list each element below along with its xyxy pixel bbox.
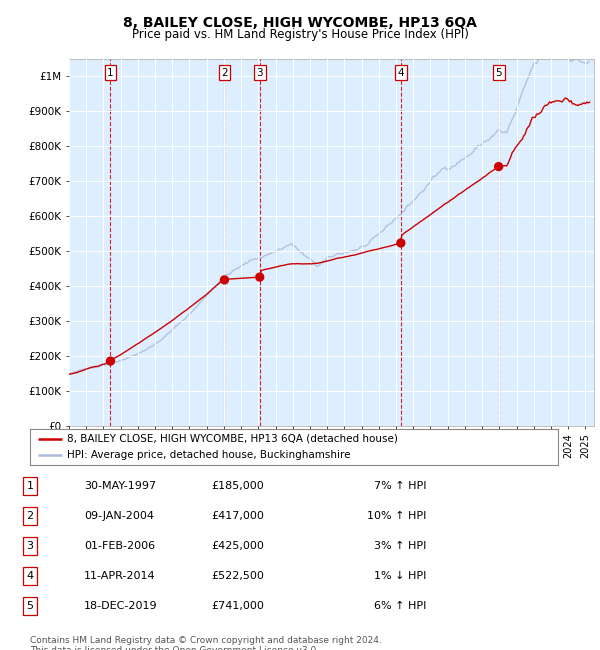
Point: [396, 238, 406, 248]
Point: [106, 356, 115, 366]
Text: 3% ↑ HPI: 3% ↑ HPI: [374, 541, 426, 551]
Text: 7% ↑ HPI: 7% ↑ HPI: [373, 481, 426, 491]
Text: 5: 5: [26, 601, 34, 611]
Text: 6% ↑ HPI: 6% ↑ HPI: [374, 601, 426, 611]
Text: 10% ↑ HPI: 10% ↑ HPI: [367, 511, 426, 521]
Text: 1: 1: [26, 481, 34, 491]
Text: 8, BAILEY CLOSE, HIGH WYCOMBE, HP13 6QA (detached house): 8, BAILEY CLOSE, HIGH WYCOMBE, HP13 6QA …: [67, 434, 398, 444]
Point: [255, 272, 265, 282]
Text: 4: 4: [26, 571, 34, 581]
Text: £522,500: £522,500: [211, 571, 264, 581]
Text: 5: 5: [496, 68, 502, 78]
Text: HPI: Average price, detached house, Buckinghamshire: HPI: Average price, detached house, Buck…: [67, 450, 350, 460]
Text: 4: 4: [398, 68, 404, 78]
Text: 18-DEC-2019: 18-DEC-2019: [84, 601, 158, 611]
Point: [220, 275, 229, 285]
Text: 3: 3: [256, 68, 263, 78]
Text: 1: 1: [107, 68, 114, 78]
Text: 11-APR-2014: 11-APR-2014: [84, 571, 155, 581]
Text: 3: 3: [26, 541, 34, 551]
Text: 1% ↓ HPI: 1% ↓ HPI: [374, 571, 426, 581]
Text: 01-FEB-2006: 01-FEB-2006: [84, 541, 155, 551]
Text: Price paid vs. HM Land Registry's House Price Index (HPI): Price paid vs. HM Land Registry's House …: [131, 28, 469, 41]
Text: 2: 2: [221, 68, 228, 78]
Text: £741,000: £741,000: [211, 601, 264, 611]
Point: [494, 161, 503, 172]
Text: £185,000: £185,000: [211, 481, 264, 491]
Text: 09-JAN-2004: 09-JAN-2004: [84, 511, 154, 521]
Text: Contains HM Land Registry data © Crown copyright and database right 2024.
This d: Contains HM Land Registry data © Crown c…: [30, 636, 382, 650]
Text: £417,000: £417,000: [211, 511, 264, 521]
Text: 8, BAILEY CLOSE, HIGH WYCOMBE, HP13 6QA: 8, BAILEY CLOSE, HIGH WYCOMBE, HP13 6QA: [123, 16, 477, 31]
Text: 30-MAY-1997: 30-MAY-1997: [84, 481, 156, 491]
Text: £425,000: £425,000: [211, 541, 264, 551]
Text: 2: 2: [26, 511, 34, 521]
